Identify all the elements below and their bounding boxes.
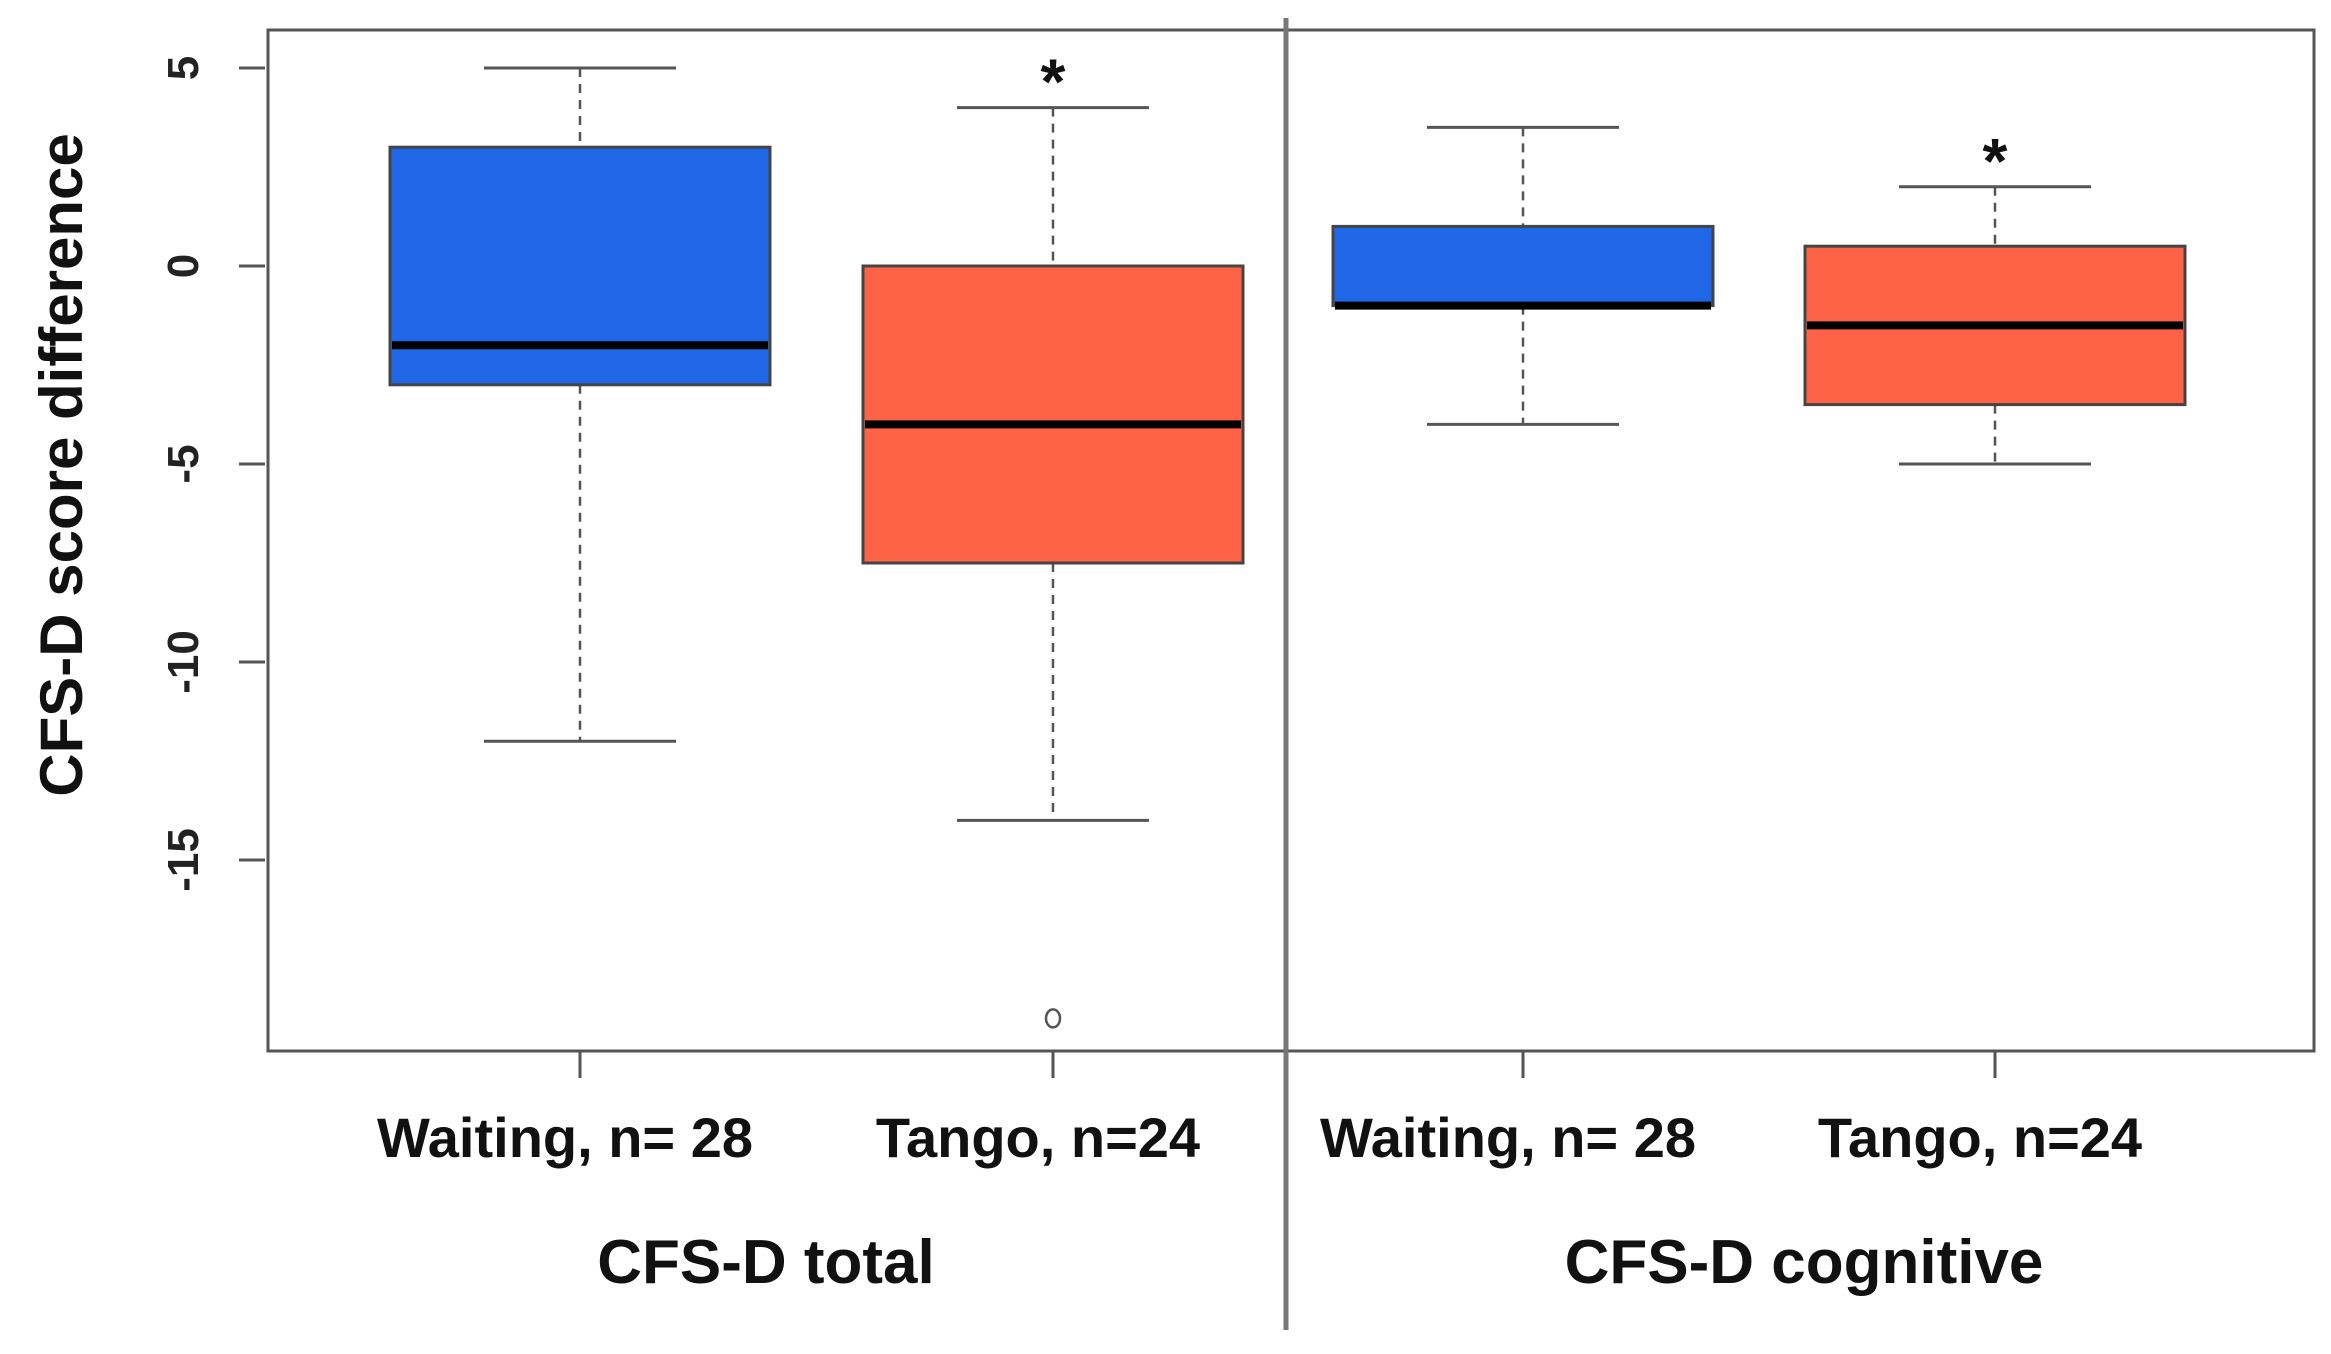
significance-marker: *: [1983, 125, 2008, 197]
y-tick-label: -5: [159, 444, 208, 483]
y-tick-label: -10: [159, 630, 208, 694]
x-category-label: Tango, n=24: [1818, 1106, 2142, 1169]
y-axis-label: CFS-D score difference: [28, 133, 95, 797]
iqr-box: [1331, 224, 1715, 308]
x-category-label: Tango, n=24: [876, 1106, 1200, 1169]
significance-marker: *: [1041, 46, 1066, 118]
x-category-label: Waiting, n= 28: [1320, 1106, 1696, 1169]
panel-title: CFS-D total: [597, 1228, 935, 1297]
iqr-box: [861, 264, 1245, 565]
y-tick-label: 5: [159, 56, 208, 80]
outlier-point: [1044, 1008, 1062, 1029]
y-tick-label: 0: [159, 254, 208, 278]
x-category-label: Waiting, n= 28: [377, 1106, 753, 1169]
panel-title: CFS-D cognitive: [1565, 1228, 2044, 1297]
plot-frame: [266, 28, 2316, 1053]
y-tick-label: -15: [159, 828, 208, 892]
